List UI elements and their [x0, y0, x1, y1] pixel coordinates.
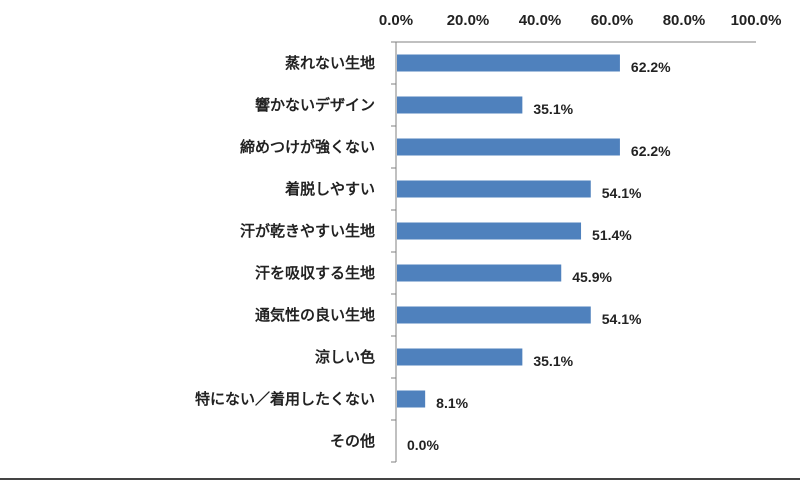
data-label: 54.1% — [602, 185, 642, 201]
category-label: 通気性の良い生地 — [255, 306, 375, 324]
data-label: 62.2% — [631, 59, 671, 75]
bottom-rule — [0, 478, 800, 480]
x-tick-label: 80.0% — [663, 12, 706, 29]
bar — [397, 306, 591, 324]
bar — [397, 264, 562, 282]
category-label: 汗が乾きやすい生地 — [240, 222, 375, 240]
x-tick-label: 100.0% — [731, 12, 782, 29]
x-tick-label: 20.0% — [447, 12, 490, 29]
category-label: 涼しい色 — [315, 348, 375, 366]
data-label: 45.9% — [572, 269, 612, 285]
bar — [397, 222, 582, 240]
bar — [397, 390, 426, 408]
bar — [397, 138, 620, 156]
category-labels: 蒸れない生地響かないデザイン締めつけが強くない着脱しやすい汗が乾きやすい生地汗を… — [195, 54, 375, 450]
x-tick-label: 40.0% — [519, 12, 562, 29]
category-label: 響かないデザイン — [255, 96, 375, 114]
data-label: 51.4% — [592, 227, 632, 243]
data-label: 0.0% — [407, 437, 439, 453]
x-tick-label: 0.0% — [379, 12, 413, 29]
data-labels: 62.2% 35.1% 62.2% 54.1% 51.4% 45.9% 54.1% 35.1%… — [407, 59, 671, 453]
category-label: 着脱しやすい — [284, 180, 375, 198]
bar — [397, 348, 523, 366]
data-label: 54.1% — [602, 311, 642, 327]
x-tick-label: 60.0% — [591, 12, 634, 29]
category-label: 蒸れない生地 — [285, 54, 375, 72]
bars — [397, 54, 620, 408]
data-label: 35.1% — [533, 101, 573, 117]
category-label: 特にない／着用したくない — [195, 390, 375, 408]
tick-labels: 0.0% 20.0% 40.0% 60.0% 80.0% 100.0% — [379, 12, 782, 29]
bar — [397, 180, 591, 198]
bar — [397, 96, 523, 114]
bar — [397, 54, 620, 72]
data-label: 35.1% — [533, 353, 573, 369]
category-label: 汗を吸収する生地 — [255, 264, 375, 282]
data-label: 62.2% — [631, 143, 671, 159]
data-label: 8.1% — [436, 395, 468, 411]
tick-marks — [391, 41, 396, 463]
category-label: 締めつけが強くない — [240, 138, 375, 156]
category-label: その他 — [330, 432, 375, 450]
